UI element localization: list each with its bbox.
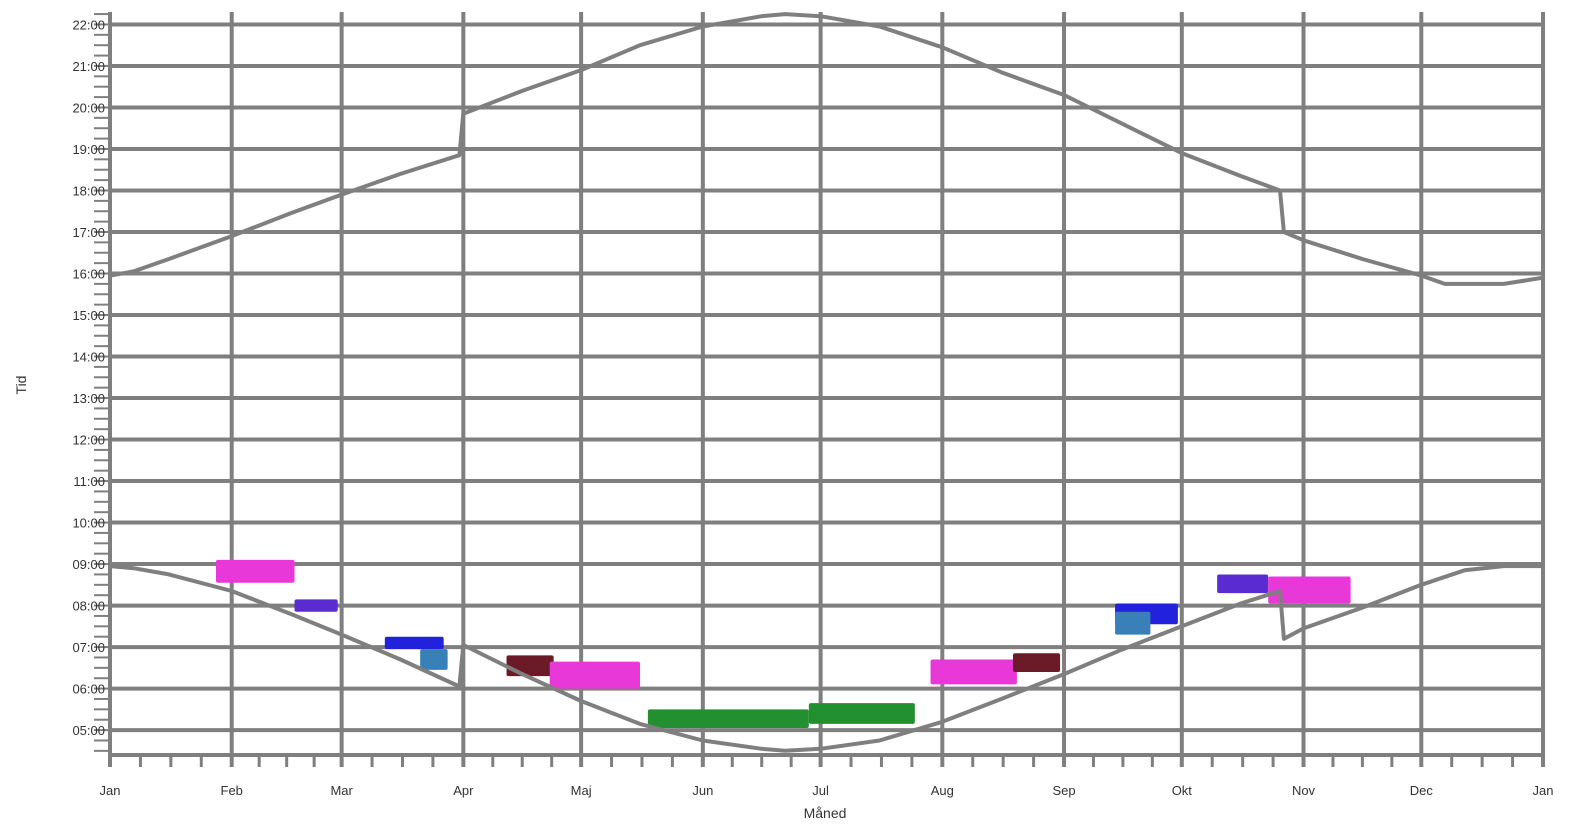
y-tick-label: 08:00 [72,599,105,614]
y-tick-label: 17:00 [72,225,105,240]
x-tick-label: Sep [1052,783,1075,798]
y-tick-label: 06:00 [72,682,105,697]
x-tick-label: Mar [330,783,353,798]
y-tick-label: 19:00 [72,142,105,157]
data-block [549,661,641,689]
x-tick-label: Apr [453,783,474,798]
sunset-line [109,12,1544,286]
sunrise-line [109,564,1543,753]
grid [94,12,1545,767]
data-block [420,649,448,670]
y-tick-label: 16:00 [72,267,105,282]
data-block [647,709,809,729]
x-tick-label: Jul [812,783,829,798]
y-tick-label: 21:00 [72,59,105,74]
data-block [808,703,915,724]
x-tick-label: Jan [1533,783,1554,798]
y-tick-label: 05:00 [72,723,105,738]
x-tick-label: Feb [221,783,243,798]
series-lines [109,12,1544,753]
y-tick-label: 09:00 [72,557,105,572]
y-tick-label: 22:00 [72,17,105,32]
x-tick-labels: Jan Feb Mar Apr Maj Jun Jul Aug Sep Okt Nov Dec Jan [100,783,1554,798]
x-tick-label: Jun [692,783,713,798]
data-block [1217,574,1269,594]
y-tick-labels: 05:00 06:00 07:00 08:00 09:00 10:00 11:00 12:00… [72,17,105,738]
data-block [930,659,1017,685]
x-tick-label: Okt [1172,783,1193,798]
y-tick-label: 20:00 [72,100,105,115]
y-tick-label: 14:00 [72,350,105,365]
x-axis-label: Måned [804,805,847,821]
y-tick-label: 10:00 [72,516,105,531]
data-block [1268,576,1351,604]
y-tick-label: 13:00 [72,391,105,406]
data-block [1115,611,1151,635]
x-tick-label: Aug [931,783,954,798]
y-axis-label: Tid [13,376,29,395]
data-block [294,599,338,612]
data-block [506,655,554,677]
x-tick-label: Nov [1292,783,1316,798]
x-tick-label: Jan [100,783,121,798]
data-block [384,636,444,650]
x-tick-label: Dec [1410,783,1434,798]
data-block [1012,653,1061,672]
y-tick-label: 12:00 [72,433,105,448]
x-tick-label: Maj [571,783,592,798]
y-tick-label: 11:00 [73,474,105,489]
y-tick-label: 07:00 [72,640,105,655]
y-tick-label: 15:00 [72,308,105,323]
data-block [216,559,295,583]
y-tick-label: 18:00 [72,183,105,198]
